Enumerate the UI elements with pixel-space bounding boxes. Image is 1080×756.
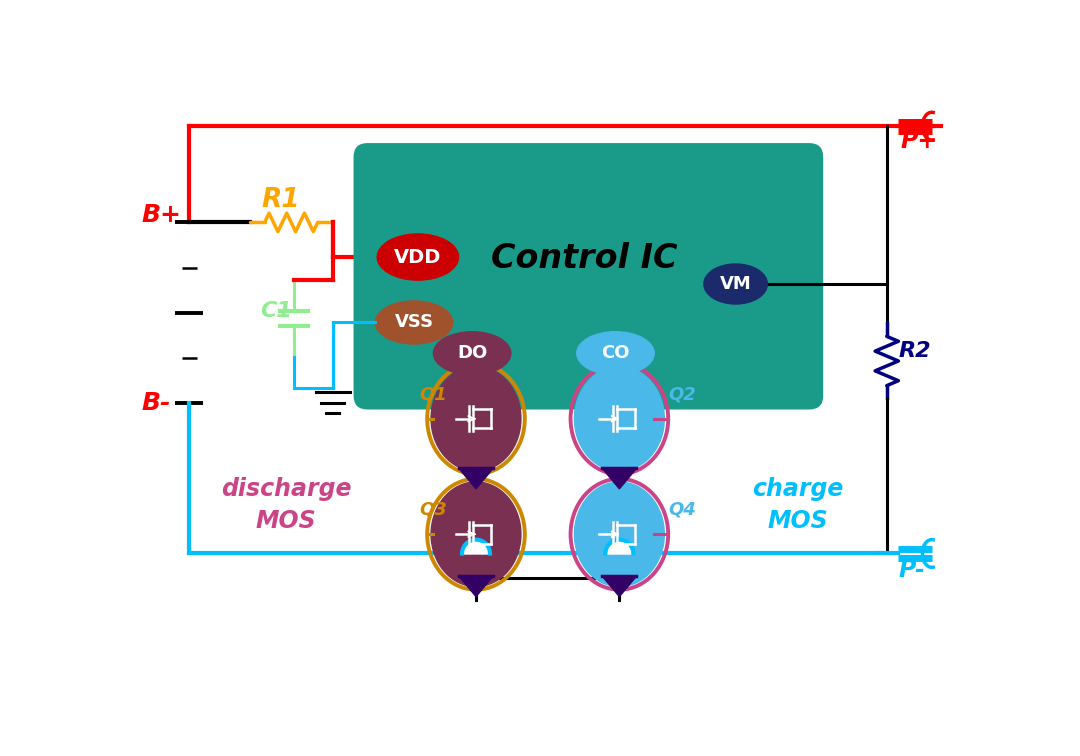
Text: MOS: MOS <box>767 509 828 533</box>
FancyBboxPatch shape <box>353 143 823 410</box>
Ellipse shape <box>431 367 521 471</box>
Polygon shape <box>459 576 494 596</box>
Text: B+: B+ <box>141 203 181 228</box>
Ellipse shape <box>431 482 521 587</box>
Text: P-: P- <box>899 558 926 581</box>
Polygon shape <box>603 576 636 596</box>
Text: Q2: Q2 <box>669 386 696 404</box>
Ellipse shape <box>433 332 511 375</box>
Text: R2: R2 <box>899 341 931 361</box>
Text: MOS: MOS <box>256 509 316 533</box>
Text: B-: B- <box>141 391 171 414</box>
Polygon shape <box>459 469 494 489</box>
Text: Q4: Q4 <box>669 501 696 519</box>
Ellipse shape <box>704 264 768 304</box>
Text: DO: DO <box>457 344 487 362</box>
Ellipse shape <box>375 301 453 344</box>
Text: Q3: Q3 <box>419 501 447 519</box>
Text: Q1: Q1 <box>419 386 447 404</box>
Text: C1: C1 <box>260 301 293 321</box>
Ellipse shape <box>575 482 664 587</box>
Text: R1: R1 <box>261 187 300 213</box>
Ellipse shape <box>377 234 459 280</box>
Text: charge: charge <box>752 477 843 500</box>
Text: VSS: VSS <box>394 314 433 331</box>
Text: VM: VM <box>719 275 752 293</box>
Text: discharge: discharge <box>221 477 351 500</box>
Ellipse shape <box>575 367 664 471</box>
Text: P+: P+ <box>901 129 937 153</box>
Polygon shape <box>603 469 636 489</box>
Text: Control IC: Control IC <box>491 242 678 275</box>
Ellipse shape <box>577 332 654 375</box>
Text: VDD: VDD <box>394 247 442 267</box>
Text: CO: CO <box>602 344 630 362</box>
